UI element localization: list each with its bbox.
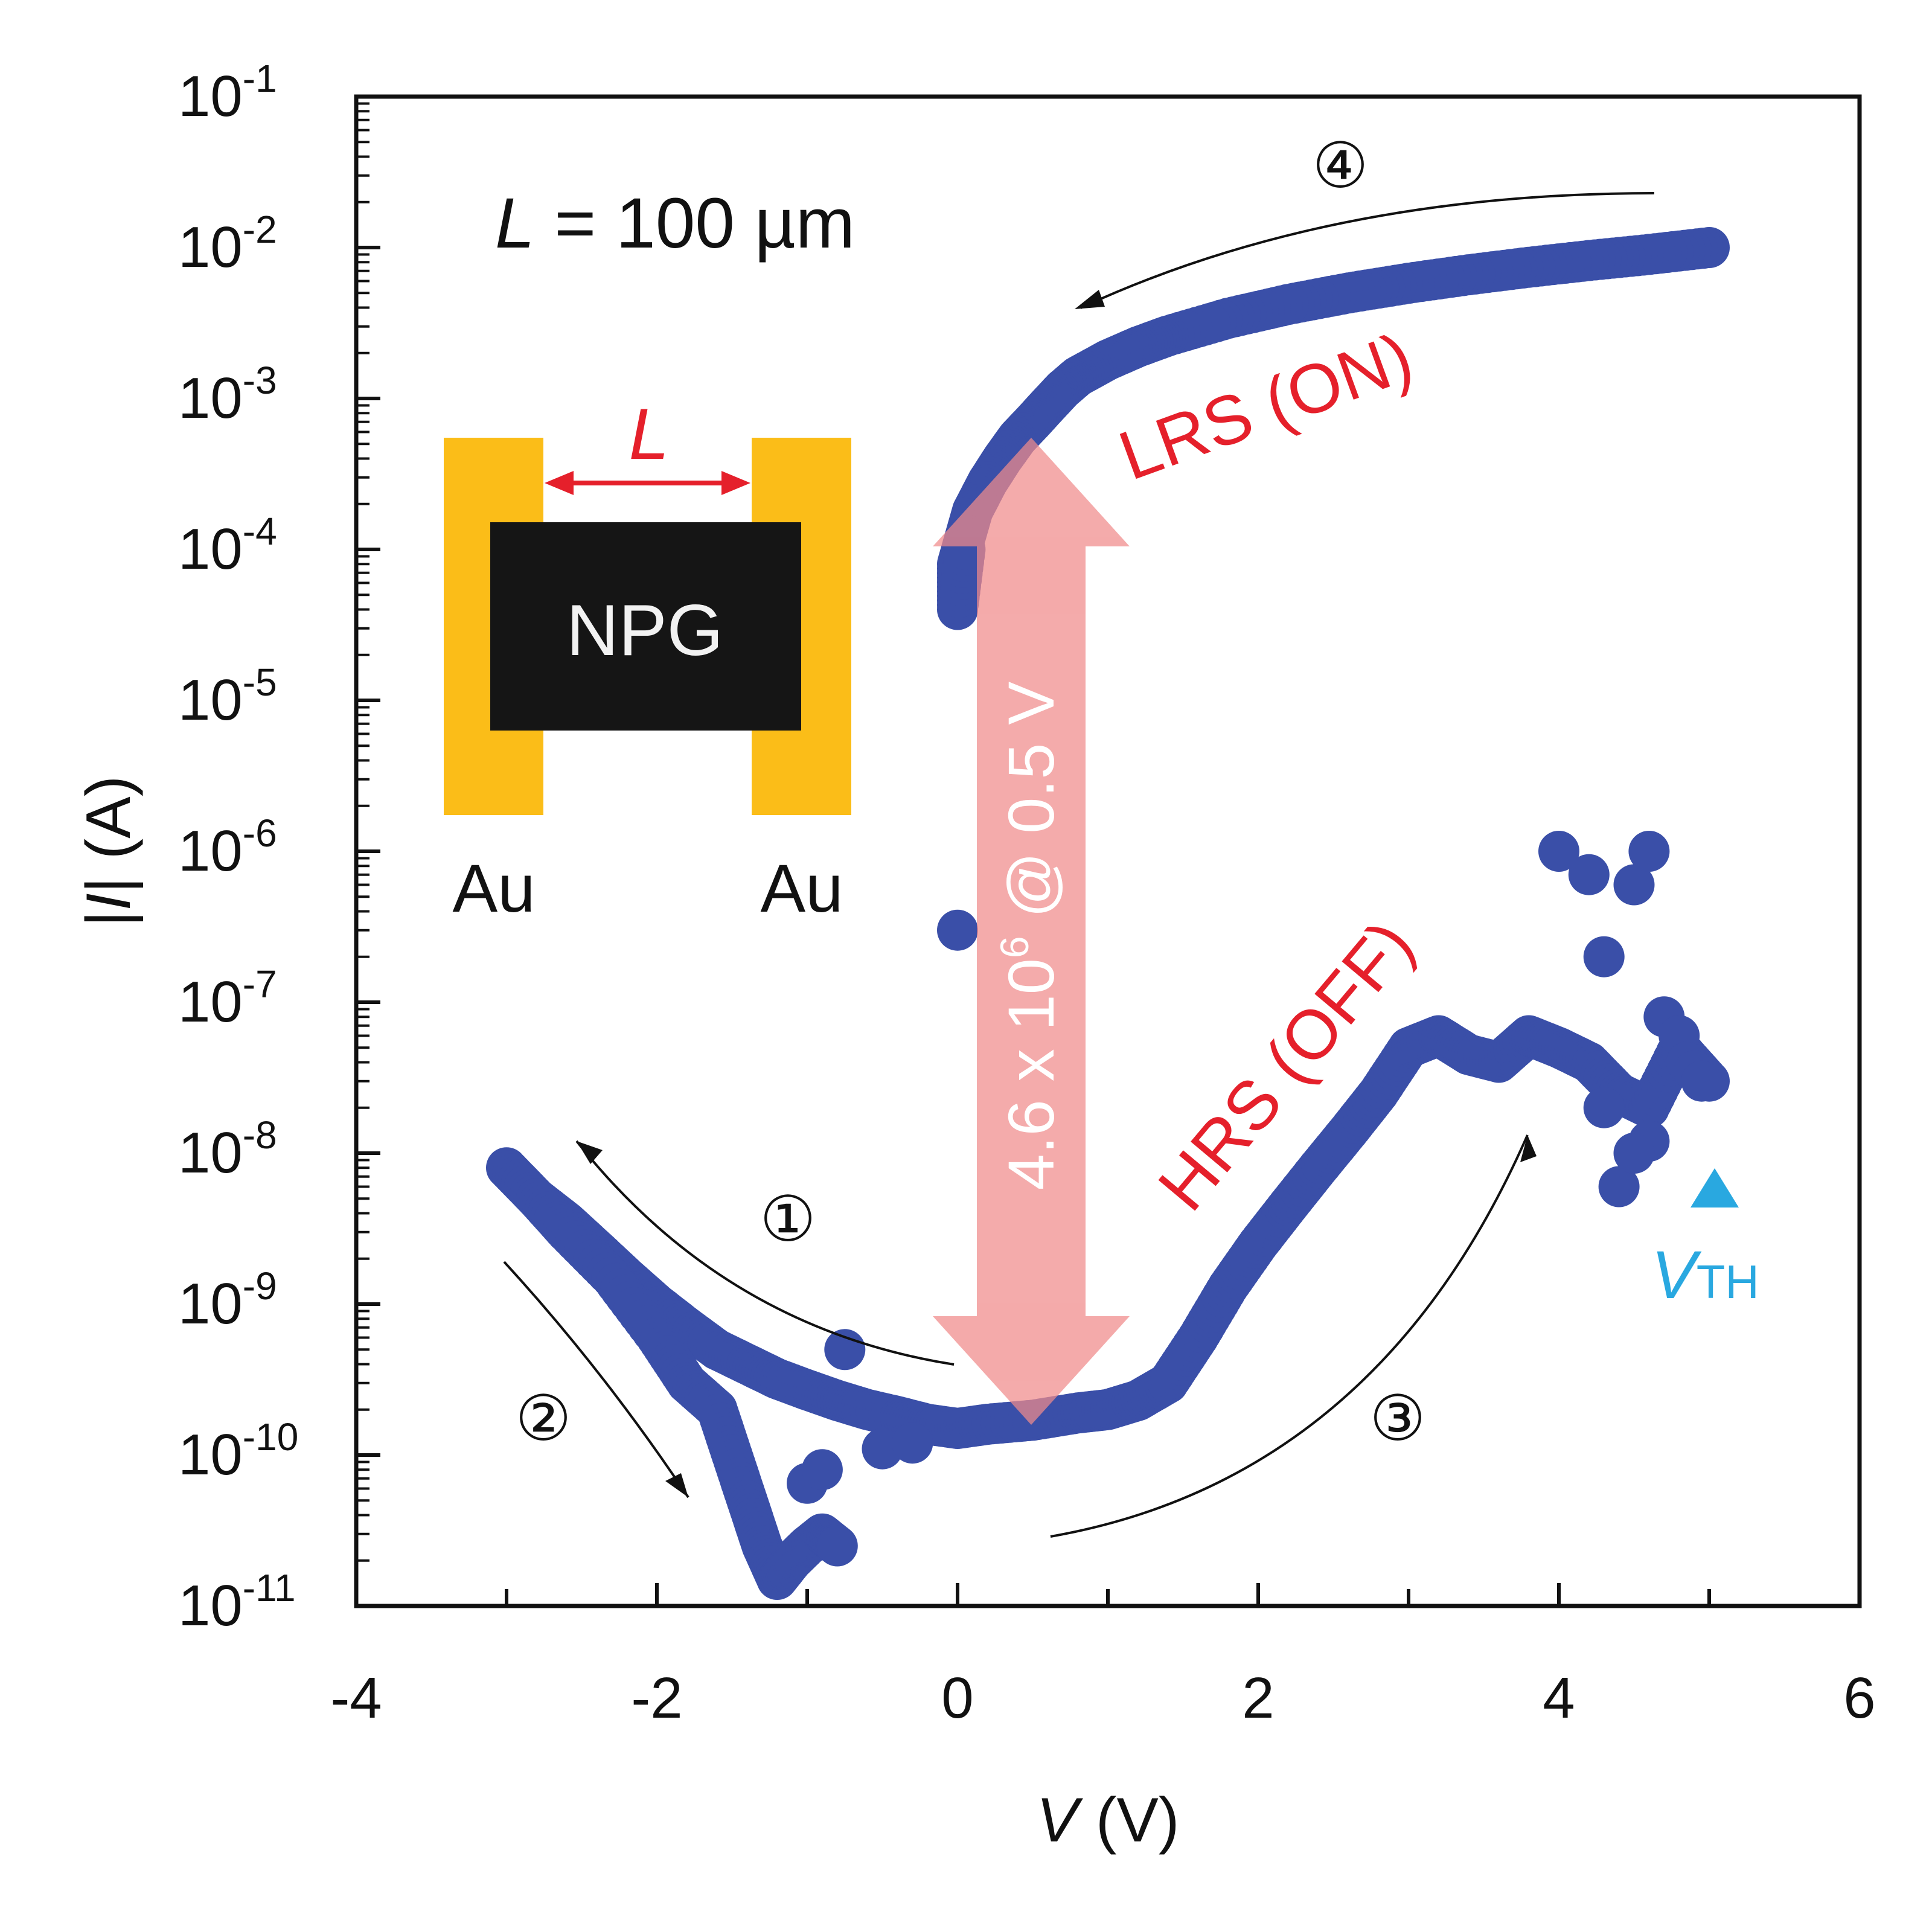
data-point — [1613, 864, 1655, 906]
data-points — [486, 227, 1730, 1600]
y-tick-label: 10-11 — [178, 1566, 296, 1638]
axis-ticks — [354, 95, 1861, 1608]
data-point — [824, 1329, 866, 1371]
y-tick-label: 10-2 — [178, 208, 277, 280]
sweep-arrow-4 — [1080, 192, 1655, 309]
device-inset: NPG L Au Au — [444, 394, 851, 926]
data-point — [1568, 854, 1610, 895]
npg-label: NPG — [566, 590, 723, 671]
x-tick-label: 4 — [1543, 1666, 1575, 1730]
sweep-step-1: ① — [760, 1182, 816, 1256]
data-point — [816, 1525, 858, 1567]
sweep-arrow-4-head — [1075, 290, 1105, 309]
y-tick-label: 10-9 — [178, 1264, 277, 1336]
y-tick-label: 10-4 — [178, 510, 277, 581]
vth-label: VTH — [1651, 1237, 1759, 1313]
sweep-arrow-3-head — [1520, 1135, 1537, 1162]
sweep-arrow-1-head — [577, 1141, 603, 1164]
data-point — [1628, 831, 1670, 872]
sweep-step-3: ③ — [1369, 1381, 1425, 1455]
on-off-ratio-label: 4.6 x 106 @ 0.5 V — [992, 682, 1067, 1191]
y-axis-title: |I| (A) — [74, 776, 144, 927]
y-tick-label: 10-7 — [178, 962, 277, 1034]
x-tick-label: 6 — [1843, 1666, 1875, 1730]
on-off-ratio-arrow — [933, 438, 1130, 1425]
y-tick-label: 10-6 — [178, 811, 277, 883]
sweep-arrow-2-head — [665, 1473, 688, 1497]
sweep-arrow-heads — [577, 290, 1537, 1497]
x-tick-labels: -4 -2 0 2 4 6 — [330, 1666, 1875, 1730]
data-point — [937, 909, 978, 951]
sweep-arrow-3 — [1050, 1134, 1529, 1538]
length-annotation: L = 100 µm — [495, 184, 855, 263]
vth-marker — [1690, 1168, 1739, 1208]
data-point — [1598, 1166, 1640, 1208]
x-tick-label: 2 — [1242, 1666, 1274, 1730]
y-tick-label: 10-3 — [178, 359, 277, 430]
data-point — [1538, 831, 1579, 872]
data-point — [1613, 1133, 1655, 1174]
y-tick-label: 10-10 — [178, 1415, 298, 1487]
electrode-left-label: Au — [453, 851, 536, 926]
y-tick-label: 10-5 — [178, 661, 277, 732]
x-tick-label: -2 — [631, 1666, 682, 1730]
gap-label: L — [629, 394, 670, 475]
gap-arrow-head-left — [545, 471, 574, 495]
y-tick-label: 10-1 — [178, 57, 277, 129]
x-axis-title: V (V) — [1037, 1785, 1180, 1855]
data-point — [1681, 1060, 1722, 1102]
sweep-arrows — [503, 192, 1655, 1538]
sweep-arrow-2 — [503, 1261, 689, 1499]
electrode-right-label: Au — [761, 851, 843, 926]
data-point — [1583, 936, 1625, 977]
y-tick-label: 10-8 — [178, 1113, 277, 1185]
gap-arrow-head-right — [721, 471, 750, 495]
data-point — [801, 1449, 843, 1491]
data-point — [892, 1422, 933, 1464]
npg-channel — [490, 522, 801, 731]
x-tick-label: 0 — [941, 1666, 973, 1730]
sweep-step-markers: ① ② ③ ④ — [515, 129, 1425, 1455]
x-tick-label: -4 — [330, 1666, 382, 1730]
data-point — [1583, 1087, 1625, 1128]
sweep-step-4: ④ — [1312, 129, 1368, 202]
sweep-arrow-1 — [575, 1140, 955, 1366]
sweep-step-2: ② — [515, 1381, 571, 1455]
y-tick-labels: 10-1 10-2 10-3 10-4 10-5 10-6 10-7 10-8 10-9 10-1… — [178, 57, 298, 1638]
